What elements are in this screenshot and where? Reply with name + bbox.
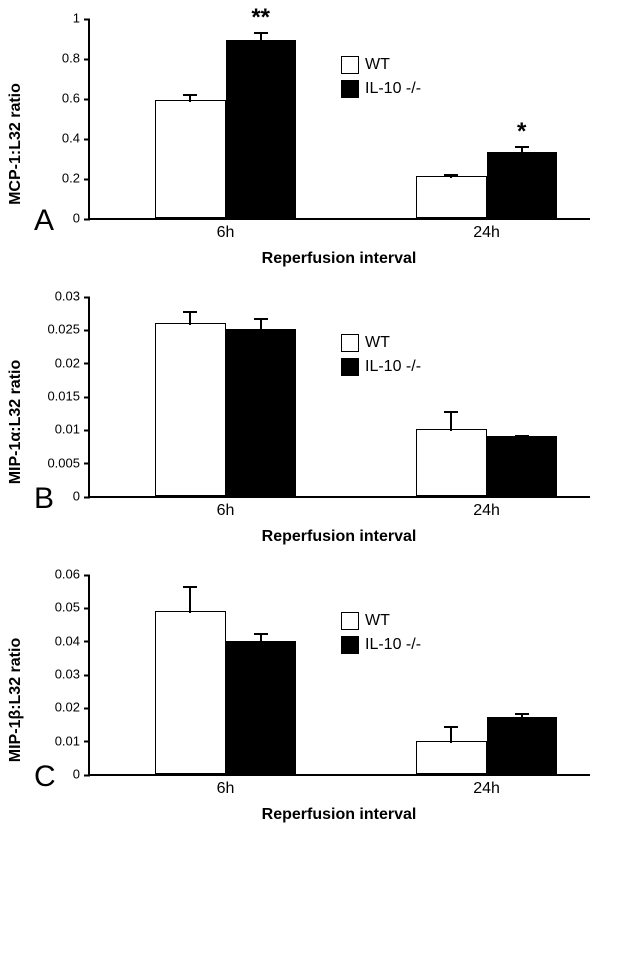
y-tick: 0.005 xyxy=(28,455,88,470)
x-category-label: 24h xyxy=(473,502,500,520)
legend-label: IL-10 -/- xyxy=(365,358,421,376)
y-axis: 00.010.020.030.040.050.06 xyxy=(28,576,88,774)
legend-label: WT xyxy=(365,334,390,352)
y-tick: 1 xyxy=(28,11,88,26)
error-bar xyxy=(189,94,191,102)
bar-WT xyxy=(416,741,486,774)
legend-label: IL-10 -/- xyxy=(365,80,421,98)
error-bar xyxy=(450,174,452,178)
y-tick: 0.05 xyxy=(28,600,88,615)
error-bar xyxy=(450,411,452,431)
legend-item: WT xyxy=(341,56,421,74)
error-bar xyxy=(189,311,191,324)
y-tick: 0.04 xyxy=(28,633,88,648)
bars-layer: *** xyxy=(90,20,590,218)
error-bar xyxy=(450,726,452,743)
plot-area: 00.20.40.60.816h24h***WTIL-10 -/- xyxy=(88,20,590,220)
y-tick: 0.6 xyxy=(28,91,88,106)
legend-label: WT xyxy=(365,56,390,74)
legend-item: WT xyxy=(341,334,421,352)
error-bar xyxy=(521,435,523,438)
panel-C: MIP-1β:L32 ratio 00.010.020.030.040.050.0… xyxy=(10,576,610,824)
bar-WT xyxy=(155,100,225,218)
legend: WT IL-10 -/- xyxy=(341,612,421,660)
error-bar xyxy=(260,633,262,643)
bar-WT xyxy=(155,611,225,774)
legend-item: IL-10 -/- xyxy=(341,80,421,98)
bar-IL10KO xyxy=(487,717,557,774)
bar-WT xyxy=(155,323,225,496)
bar-IL10KO xyxy=(226,329,296,496)
y-tick: 0.025 xyxy=(28,322,88,337)
y-axis-label: MIP-1α:L32 ratio xyxy=(7,360,25,485)
y-tick: 0.03 xyxy=(28,667,88,682)
plot-area: 00.010.020.030.040.050.066h24hWTIL-10 -/… xyxy=(88,576,590,776)
x-axis-title: Reperfusion interval xyxy=(88,528,590,546)
y-axis: 00.0050.010.0150.020.0250.03 xyxy=(28,298,88,496)
panel-A: MCP-1:L32 ratio00.20.40.60.816h24h***WTI… xyxy=(10,20,610,268)
x-category-label: 6h xyxy=(217,224,235,242)
legend-item: WT xyxy=(341,612,421,630)
y-tick: 0.01 xyxy=(28,422,88,437)
y-tick: 0.01 xyxy=(28,733,88,748)
significance-marker: * xyxy=(517,118,526,146)
y-tick: 0.015 xyxy=(28,389,88,404)
legend-label: WT xyxy=(365,612,390,630)
error-bar xyxy=(189,586,191,613)
y-tick: 0.4 xyxy=(28,131,88,146)
legend-label: IL-10 -/- xyxy=(365,636,421,654)
bar-IL10KO xyxy=(487,152,557,218)
panel-letter: B xyxy=(34,482,54,516)
y-tick: 0.02 xyxy=(28,355,88,370)
panel-letter: A xyxy=(34,204,54,238)
y-axis: 00.20.40.60.81 xyxy=(28,20,88,218)
legend-swatch xyxy=(341,636,359,654)
error-bar xyxy=(260,32,262,42)
legend-item: IL-10 -/- xyxy=(341,358,421,376)
y-tick: 0.2 xyxy=(28,171,88,186)
legend-swatch xyxy=(341,358,359,376)
bar-IL10KO xyxy=(226,641,296,774)
x-category-label: 24h xyxy=(473,780,500,798)
y-tick: 0.06 xyxy=(28,567,88,582)
legend: WT IL-10 -/- xyxy=(341,56,421,104)
bar-WT xyxy=(416,176,486,218)
y-tick: 0.8 xyxy=(28,51,88,66)
bar-IL10KO xyxy=(487,436,557,496)
y-axis-label: MCP-1:L32 ratio xyxy=(7,83,25,205)
legend-swatch xyxy=(341,612,359,630)
x-category-label: 6h xyxy=(217,502,235,520)
error-bar xyxy=(521,713,523,720)
panel-letter: C xyxy=(34,760,56,794)
legend-item: IL-10 -/- xyxy=(341,636,421,654)
bar-IL10KO xyxy=(226,40,296,218)
significance-marker: ** xyxy=(251,4,270,32)
plot-area: 00.0050.010.0150.020.0250.036h24hWTIL-10… xyxy=(88,298,590,498)
error-bar xyxy=(260,318,262,331)
bars-layer xyxy=(90,298,590,496)
bar-WT xyxy=(416,429,486,496)
y-tick: 0.02 xyxy=(28,700,88,715)
legend-swatch xyxy=(341,334,359,352)
panel-B: MIP-1α:L32 ratio 00.0050.010.0150.020.025… xyxy=(10,298,610,546)
y-tick: 0.03 xyxy=(28,289,88,304)
error-bar xyxy=(521,146,523,154)
y-axis-label: MIP-1β:L32 ratio xyxy=(7,638,25,762)
bars-layer xyxy=(90,576,590,774)
legend-swatch xyxy=(341,56,359,74)
x-category-label: 6h xyxy=(217,780,235,798)
x-axis-title: Reperfusion interval xyxy=(88,806,590,824)
x-category-label: 24h xyxy=(473,224,500,242)
x-axis-title: Reperfusion interval xyxy=(88,250,590,268)
legend: WT IL-10 -/- xyxy=(341,334,421,382)
legend-swatch xyxy=(341,80,359,98)
figure-root: MCP-1:L32 ratio00.20.40.60.816h24h***WTI… xyxy=(10,20,619,824)
